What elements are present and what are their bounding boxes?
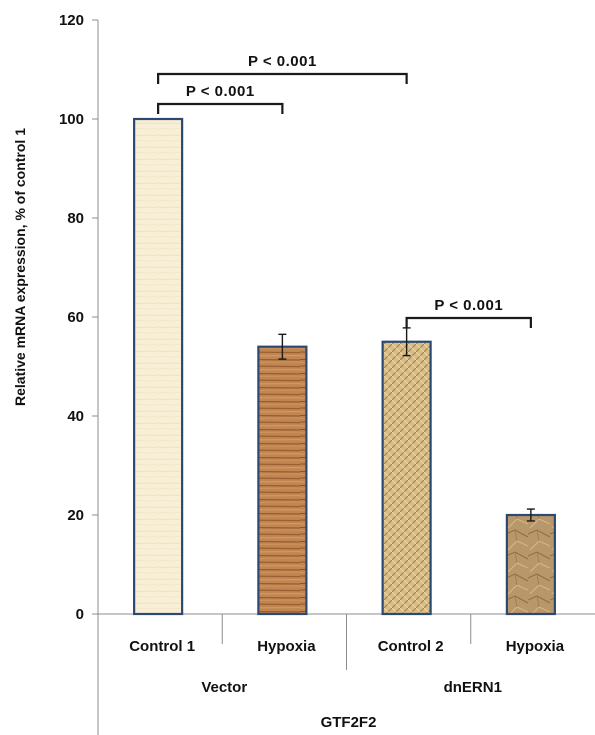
y-axis-ticks: 0 20 40 60 80 100 120 (59, 12, 98, 623)
bar-2 (257, 345, 308, 616)
bars-group (133, 117, 556, 616)
significance-bracket-3: P < 0.001 (405, 297, 532, 328)
y-axis-title: Relative mRNA expression, % of control 1 (12, 128, 28, 406)
significance-bracket-2: P < 0.001 (157, 53, 408, 84)
x-category-label: Hypoxia (257, 638, 316, 655)
error-bar-2 (278, 333, 287, 360)
significance-label: P < 0.001 (186, 83, 255, 100)
x-category-label: Control 1 (129, 638, 195, 655)
bar-1 (133, 117, 184, 616)
y-tick-label: 80 (67, 210, 84, 227)
significance-brackets: P < 0.001 P < 0.001 P < 0.001 (157, 53, 532, 328)
x-category-label: Control 2 (378, 638, 444, 655)
x-group-label: Vector (201, 679, 247, 696)
x-category-label: Hypoxia (506, 638, 565, 655)
x-supergroup-label: GTF2F2 (321, 714, 377, 731)
error-bar-4 (526, 508, 535, 522)
bar-4 (505, 513, 556, 616)
significance-bracket-1: P < 0.001 (157, 83, 284, 114)
y-tick-label: 20 (67, 507, 84, 524)
y-tick-label: 40 (67, 408, 84, 425)
y-tick-label: 100 (59, 111, 84, 128)
y-tick-label: 0 (76, 606, 84, 623)
y-tick-label: 120 (59, 12, 84, 29)
significance-label: P < 0.001 (248, 53, 317, 70)
x-axis-labels: Control 1 Hypoxia Control 2 Hypoxia Vector dn… (129, 614, 565, 731)
bar-3 (381, 340, 432, 616)
y-tick-label: 60 (67, 309, 84, 326)
x-group-label: dnERN1 (444, 679, 502, 696)
significance-label: P < 0.001 (434, 297, 503, 314)
